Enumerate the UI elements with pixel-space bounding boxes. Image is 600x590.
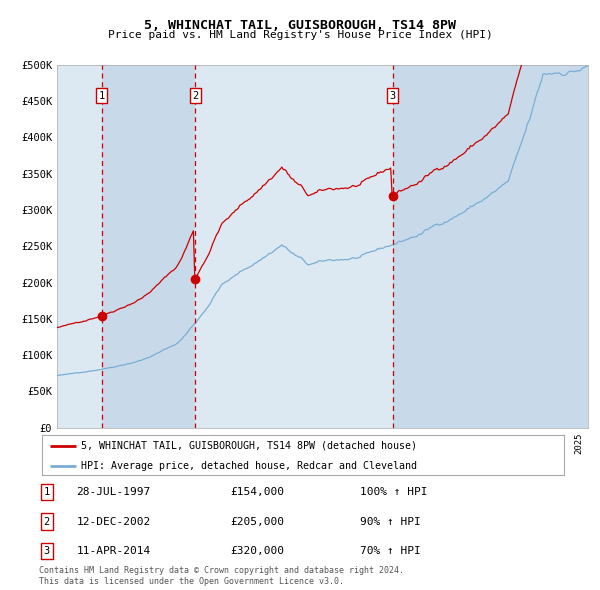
Text: Contains HM Land Registry data © Crown copyright and database right 2024.: Contains HM Land Registry data © Crown c…	[39, 566, 404, 575]
Text: 28-JUL-1997: 28-JUL-1997	[77, 487, 151, 497]
Text: £154,000: £154,000	[230, 487, 284, 497]
Text: This data is licensed under the Open Government Licence v3.0.: This data is licensed under the Open Gov…	[39, 577, 344, 586]
Bar	[57, 65, 102, 428]
Text: 90% ↑ HPI: 90% ↑ HPI	[360, 516, 421, 526]
Text: 5, WHINCHAT TAIL, GUISBOROUGH, TS14 8PW (detached house): 5, WHINCHAT TAIL, GUISBOROUGH, TS14 8PW …	[81, 441, 417, 451]
Text: 70% ↑ HPI: 70% ↑ HPI	[360, 546, 421, 556]
Text: 12-DEC-2002: 12-DEC-2002	[77, 516, 151, 526]
Text: 11-APR-2014: 11-APR-2014	[77, 546, 151, 556]
Text: £205,000: £205,000	[230, 516, 284, 526]
Text: 2: 2	[44, 516, 50, 526]
Bar	[392, 65, 588, 428]
Text: 2: 2	[192, 91, 199, 101]
Text: 1: 1	[98, 91, 105, 101]
Bar	[196, 65, 392, 428]
Text: HPI: Average price, detached house, Redcar and Cleveland: HPI: Average price, detached house, Redc…	[81, 461, 417, 471]
Bar	[102, 65, 196, 428]
Text: 1: 1	[44, 487, 50, 497]
Text: 3: 3	[44, 546, 50, 556]
Text: £320,000: £320,000	[230, 546, 284, 556]
Text: 100% ↑ HPI: 100% ↑ HPI	[360, 487, 427, 497]
Text: 3: 3	[389, 91, 396, 101]
Text: 5, WHINCHAT TAIL, GUISBOROUGH, TS14 8PW: 5, WHINCHAT TAIL, GUISBOROUGH, TS14 8PW	[144, 19, 456, 32]
Text: Price paid vs. HM Land Registry's House Price Index (HPI): Price paid vs. HM Land Registry's House …	[107, 30, 493, 40]
